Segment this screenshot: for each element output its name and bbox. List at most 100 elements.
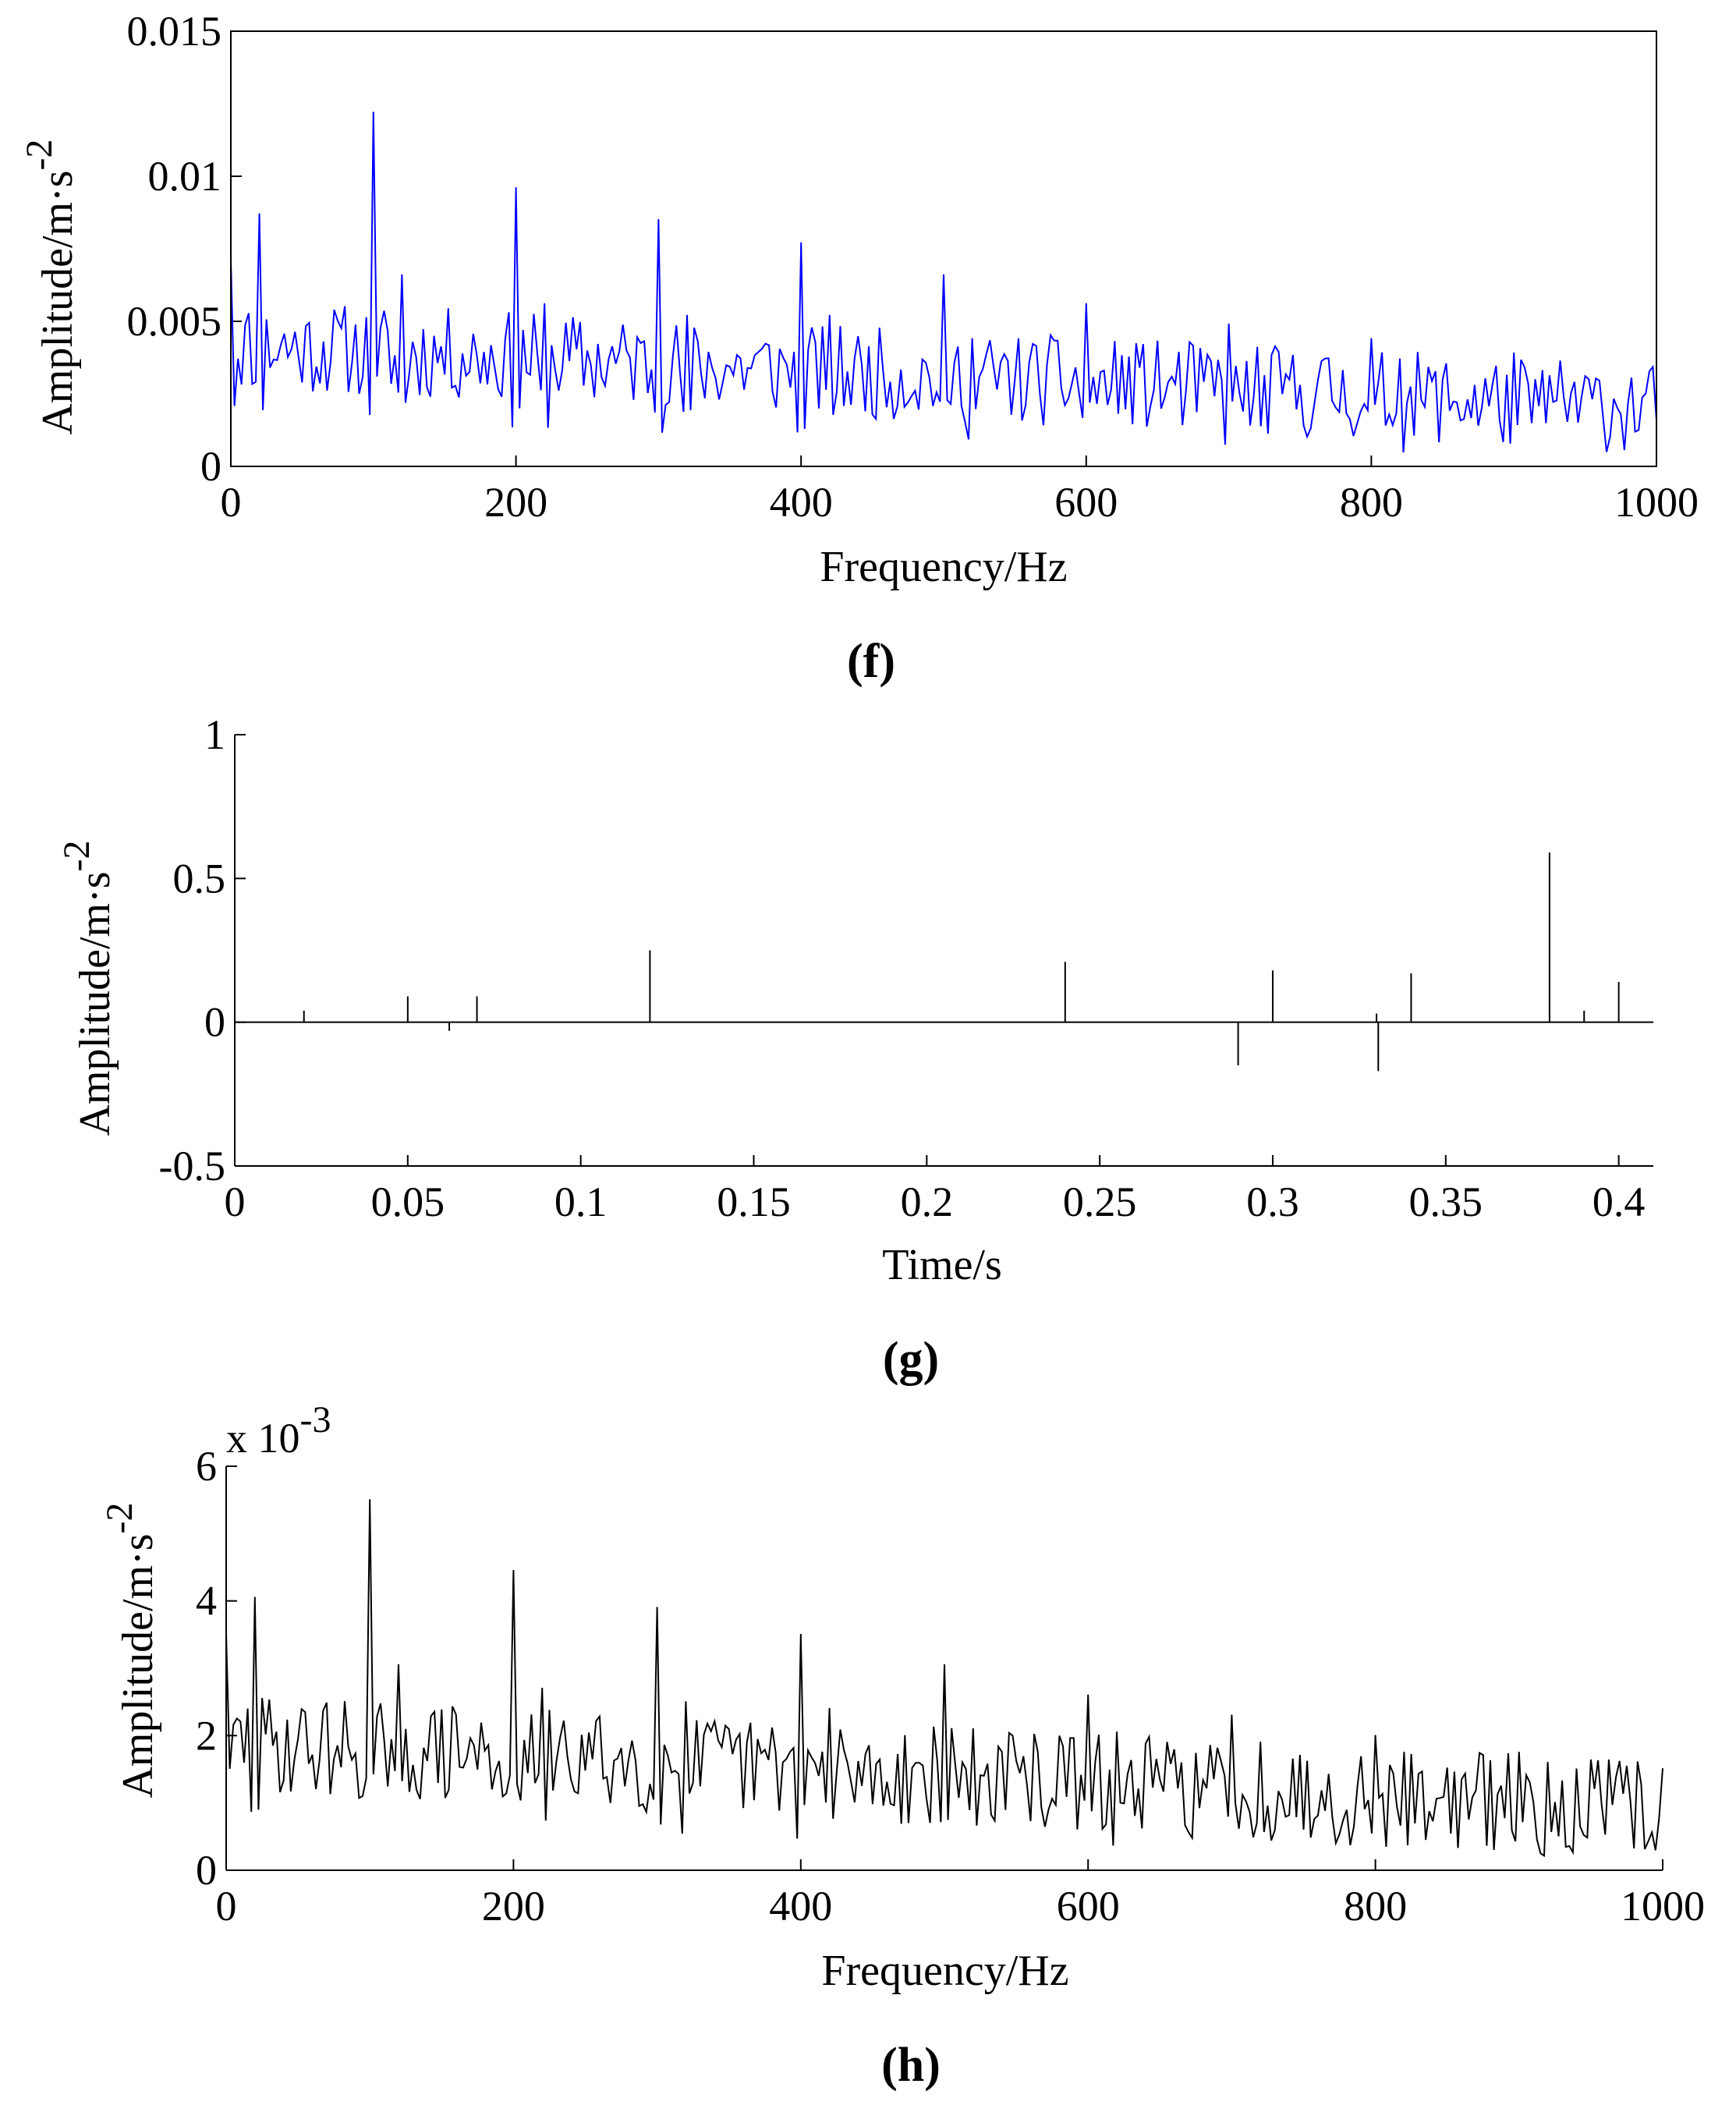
panel-f-xtick-label: 800 <box>1340 479 1403 526</box>
panel-f-caption-open: ( <box>847 635 863 688</box>
panel-f-caption: (f) <box>847 635 895 688</box>
panel-h-peak-point <box>828 1707 831 1710</box>
panel-f-peak-point <box>1085 303 1087 305</box>
panel-g-caption-letter: g <box>899 1333 923 1386</box>
panel-h-peak-point <box>1231 1714 1233 1717</box>
panel-g-xtick-label: 0.25 <box>1063 1178 1137 1225</box>
panel-f-peak-point <box>800 242 802 244</box>
panel-g-ytick-label: 1 <box>204 711 225 758</box>
panel-f-peak-point <box>515 186 517 189</box>
panel-f-xtick-label: 200 <box>484 479 547 526</box>
panel-g-xlabel: Time/s <box>882 1241 1002 1289</box>
panel-h-plot-area <box>225 1499 1663 1858</box>
panel-h-ytick-label: 2 <box>196 1712 217 1759</box>
panel-h-xtick-label: 0 <box>216 1883 237 1930</box>
panel-g-ylabel-superscript: -2 <box>56 840 97 871</box>
panel-h-caption-letter: h <box>898 2039 924 2092</box>
panel-f-peak-point <box>686 314 688 317</box>
panel-h-peak-point <box>685 1701 687 1703</box>
panel-h-peak-point <box>512 1569 515 1572</box>
chart-panel-g: Amplitude/m·s-2 0 0.05 0.1 0.15 0.2 0.25 0.3 0.… <box>56 711 1653 1386</box>
panel-h-peak-point <box>1374 1735 1376 1737</box>
panel-h-ticks: 0 200 400 600 800 1000 0 2 4 6 <box>196 1443 1705 1930</box>
panel-h-ylabel: Amplitude/m·s-2 <box>99 1502 162 1798</box>
panel-f-peak-point <box>657 218 660 221</box>
panel-g-plot-area <box>235 852 1653 1072</box>
svg-text:Amplitude/m·s-2: Amplitude/m·s-2 <box>56 840 119 1136</box>
panel-h-caption-open: ( <box>881 2039 898 2092</box>
panel-f-ytick-label: 0.01 <box>148 153 222 200</box>
panel-f-ytick-label: 0.005 <box>127 298 222 345</box>
panel-g-ytick-label: 0 <box>204 999 225 1046</box>
panel-h-xtick-label: 600 <box>1057 1883 1120 1930</box>
panel-h-peak-point <box>1259 1741 1262 1743</box>
panel-f-caption-letter: f <box>863 635 880 688</box>
panel-g-ticks: 0 0.05 0.1 0.15 0.2 0.25 0.3 0.35 0.4-0.500.51 <box>159 711 1646 1225</box>
panel-h-caption: (h) <box>881 2039 941 2092</box>
panel-h-ylabel-text: Amplitude/m·s <box>114 1533 162 1798</box>
panel-g-ytick-label: 0.5 <box>173 855 226 902</box>
panel-h-peak-point <box>1087 1694 1089 1696</box>
panel-g-ylabel: Amplitude/m·s-2 <box>56 840 119 1136</box>
panel-f-peak-point <box>258 213 260 215</box>
panel-f-xtick-label: 400 <box>770 479 833 526</box>
panel-h-peak-point <box>1116 1731 1118 1734</box>
panel-h-peak-point <box>1546 1761 1549 1763</box>
panel-h-ylabel-superscript: -2 <box>99 1502 140 1533</box>
panel-f-peak-point <box>1541 370 1543 372</box>
panel-h-peak-point <box>656 1607 658 1609</box>
panel-g-xtick-label: 0.05 <box>371 1178 445 1225</box>
panel-f-xtick-label: 1000 <box>1614 479 1699 526</box>
panel-g-xtick-label: 0.3 <box>1246 1178 1299 1225</box>
panel-g-xtick-label: 0.4 <box>1593 1178 1646 1225</box>
panel-h-series-line <box>225 1500 1663 1858</box>
svg-text:Amplitude/m·s-2: Amplitude/m·s-2 <box>19 139 82 434</box>
panel-f-ticks: 0 200 400 600 800 1000 0 0.005 0.01 0.015 <box>127 8 1699 526</box>
svg-text:Amplitude/m·s-2: Amplitude/m·s-2 <box>99 1502 162 1798</box>
panel-f-peak-point <box>372 112 374 114</box>
panel-h-peak-point <box>398 1664 400 1666</box>
panel-g-ytick-label: -0.5 <box>159 1143 225 1189</box>
panel-h-ytick-label: 0 <box>196 1847 217 1894</box>
panel-h-xtick-label: 800 <box>1344 1883 1407 1930</box>
panel-f-peak-point <box>1114 341 1116 343</box>
panel-g-xtick-label: 0.35 <box>1409 1178 1483 1225</box>
panel-h-peak-point <box>944 1664 945 1666</box>
panel-h-ytick-label: 6 <box>196 1443 217 1490</box>
chart-panel-f: Amplitude/m·s-2 0 200 400 600 800 100000.0050… <box>19 8 1699 688</box>
panel-f-caption-close: ) <box>879 635 895 688</box>
panel-h-caption-close: ) <box>924 2039 941 2092</box>
panel-h-scale-exponent: -3 <box>300 1399 331 1441</box>
chart-panel-h: Amplitude/m·s-2 x 10-3 0 200 400 600 800 1000… <box>99 1399 1705 2092</box>
panel-h-scale-base: x 10 <box>226 1415 300 1462</box>
panel-g-xtick-label: 0.2 <box>901 1178 954 1225</box>
panel-f-ylabel: Amplitude/m·s-2 <box>19 139 82 434</box>
panel-h-xtick-label: 1000 <box>1621 1883 1705 1930</box>
panel-f-peak-point <box>943 274 944 276</box>
panel-h-xtick-label: 400 <box>769 1883 832 1930</box>
panel-h-peak-point <box>253 1596 256 1599</box>
panel-f-xtick-label: 0 <box>221 479 242 526</box>
panel-f-ytick-label: 0.015 <box>127 8 222 55</box>
panel-f-peak-point <box>1256 346 1259 349</box>
panel-f-xlabel: Frequency/Hz <box>820 543 1067 591</box>
panel-h-peak-point <box>972 1728 974 1730</box>
panel-g-ylabel-text: Amplitude/m·s <box>71 871 119 1136</box>
panel-h-peak-point <box>799 1633 802 1635</box>
panel-f-peak-point <box>971 338 973 340</box>
panel-f-plot-area <box>230 112 1657 453</box>
panel-g-caption-close: ) <box>923 1333 940 1386</box>
panel-f-peak-point <box>401 274 403 276</box>
panel-g-xtick-label: 0.15 <box>717 1178 791 1225</box>
panel-g-xtick-label: 0.1 <box>554 1178 608 1225</box>
panel-f-peak-point <box>1228 323 1230 325</box>
panel-f-xtick-label: 600 <box>1054 479 1118 526</box>
panel-g-xtick-label: 0 <box>225 1178 246 1225</box>
panel-f-peak-point <box>1513 352 1515 354</box>
panel-f-peak-point <box>828 314 831 317</box>
panel-h-xlabel: Frequency/Hz <box>821 1947 1068 1995</box>
panel-h-peak-point <box>541 1687 544 1689</box>
panel-h-ytick-label: 4 <box>196 1578 217 1625</box>
panel-h-scale-label: x 10-3 <box>226 1399 331 1462</box>
